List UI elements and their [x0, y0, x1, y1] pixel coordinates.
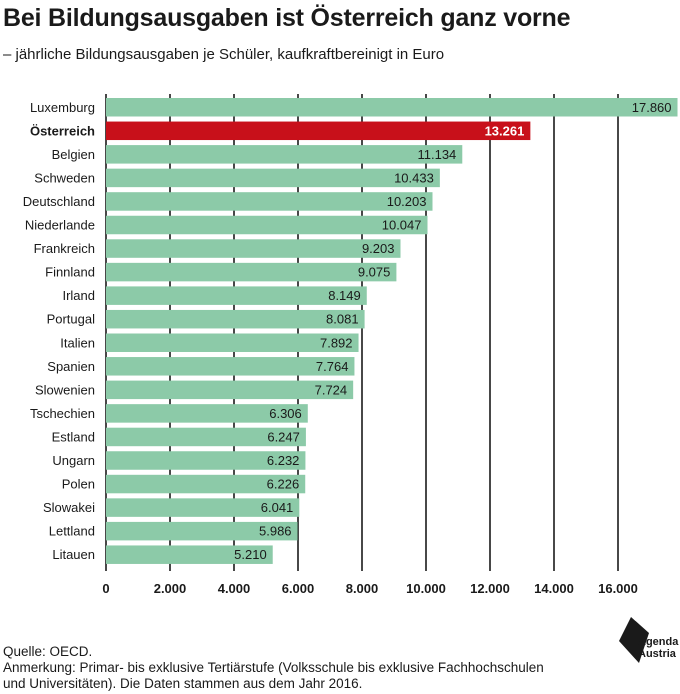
footer: Quelle: OECD. Anmerkung: Primar- bis exk…	[3, 644, 603, 692]
category-label: Deutschland	[23, 194, 95, 209]
data-label: 7.892	[320, 335, 353, 350]
bar	[106, 262, 397, 282]
x-tick-label: 10.000	[406, 581, 446, 596]
category-label: Polen	[62, 477, 95, 492]
bar	[106, 474, 306, 494]
x-tick-label: 2.000	[154, 581, 187, 596]
category-label: Ungarn	[52, 453, 95, 468]
data-label: 9.203	[362, 241, 395, 256]
category-label: Estland	[52, 429, 95, 444]
category-label: Slowenien	[35, 382, 95, 397]
remark-note-line2: und Universitäten). Die Daten stammen au…	[3, 676, 363, 691]
x-tick-label: 14.000	[534, 581, 574, 596]
bar	[106, 357, 355, 376]
category-label: Belgien	[52, 147, 95, 162]
data-label: 6.041	[261, 500, 294, 515]
x-tick-label: 6.000	[282, 581, 315, 596]
source-note: Quelle: OECD.	[3, 644, 93, 659]
data-label: 10.047	[382, 218, 422, 233]
remark-note-line1: Anmerkung: Primar- bis exklusive Tertiär…	[3, 660, 544, 675]
data-label: 11.134	[417, 147, 456, 162]
bar	[106, 545, 273, 564]
category-label: Spanien	[47, 359, 95, 374]
data-label: 7.764	[316, 359, 349, 374]
bar	[106, 427, 306, 447]
data-label: 6.226	[267, 477, 300, 492]
category-label: Tschechien	[30, 406, 95, 421]
data-label: 10.433	[394, 170, 434, 185]
bar	[106, 521, 298, 541]
data-label: 10.203	[387, 194, 427, 209]
x-tick-label: 16.000	[598, 581, 638, 596]
category-label: Luxemburg	[30, 100, 95, 115]
category-label: Niederlande	[25, 218, 95, 233]
bar	[106, 498, 300, 517]
x-tick-label: 12.000	[470, 581, 510, 596]
data-label: 8.149	[328, 288, 361, 303]
category-label: Finnland	[45, 265, 95, 280]
category-label: Österreich	[30, 123, 95, 138]
bar	[106, 239, 401, 258]
chart-subtitle: – jährliche Bildungsausgaben je Schüler,…	[3, 46, 445, 63]
category-label: Litauen	[52, 547, 95, 562]
category-label: Italien	[60, 335, 95, 350]
labels: 0 2.000 4.000 6.000 8.000 10.000 12.000 14.000 1…	[23, 100, 672, 596]
bar	[106, 121, 531, 141]
category-label: Lettland	[49, 524, 95, 539]
bar-chart: 0 2.000 4.000 6.000 8.000 10.000 12.000 14.000 1…	[23, 94, 678, 596]
x-tick-label: 0	[102, 581, 109, 596]
data-label: 5.210	[234, 547, 267, 562]
bar	[106, 215, 428, 235]
logo-line2: Austria	[638, 648, 676, 660]
bar	[106, 286, 367, 305]
category-label: Irland	[62, 288, 95, 303]
bars	[106, 98, 678, 564]
bar	[106, 380, 354, 400]
data-label: 6.232	[267, 453, 300, 468]
data-label: 17.860	[632, 100, 672, 115]
data-label: 7.724	[315, 382, 348, 397]
bar	[106, 168, 440, 188]
category-label: Frankreich	[34, 241, 95, 256]
bar	[106, 98, 678, 117]
bar	[106, 404, 308, 423]
bar	[106, 145, 463, 164]
bar	[106, 451, 306, 470]
category-label: Schweden	[34, 170, 95, 185]
data-label: 5.986	[259, 524, 292, 539]
agenda-austria-logo-icon	[619, 617, 649, 663]
x-tick-label: 8.000	[346, 581, 379, 596]
data-label: 13.261	[485, 123, 525, 138]
data-label: 6.247	[267, 429, 300, 444]
bar	[106, 309, 365, 329]
bar	[106, 333, 359, 352]
data-label: 6.306	[269, 406, 302, 421]
data-label: 9.075	[358, 265, 391, 280]
logo-text: Agenda Austria	[638, 636, 678, 660]
category-label: Portugal	[47, 312, 96, 327]
logo-line1: Agenda	[638, 636, 679, 648]
chart-title: Bei Bildungsausgaben ist Österreich ganz…	[3, 4, 571, 32]
category-label: Slowakei	[43, 500, 95, 515]
bar	[106, 192, 433, 211]
data-label: 8.081	[326, 312, 359, 327]
x-tick-label: 4.000	[218, 581, 251, 596]
